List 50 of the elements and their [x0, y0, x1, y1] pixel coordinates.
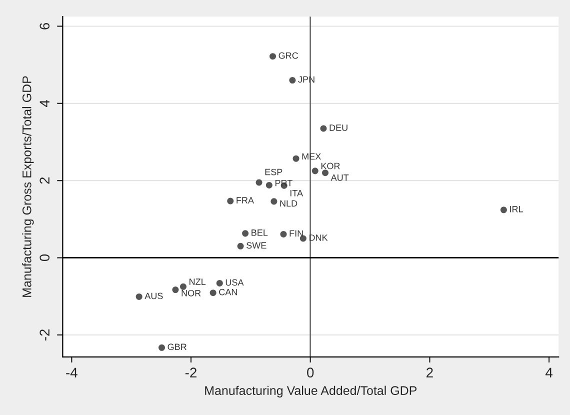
- annotation: NOR: [182, 290, 201, 296]
- x-tick-label: 0: [307, 368, 314, 378]
- annotation: CAN: [219, 288, 237, 296]
- point: [292, 155, 300, 162]
- point: [237, 242, 244, 250]
- annotation: FIN: [290, 230, 303, 237]
- y-tick-label: 2: [40, 177, 50, 184]
- annotation: NZL: [190, 278, 206, 285]
- x-tick-label: 4: [546, 368, 553, 378]
- annotation: AUS: [144, 292, 163, 300]
- y-axis-title: Manufacturing Gross Exports/Total GDP: [22, 76, 34, 297]
- point: [256, 179, 262, 186]
- point: [270, 198, 278, 205]
- point: [289, 77, 296, 84]
- y-tick-label: -2: [40, 329, 50, 340]
- point: [266, 182, 272, 188]
- annotation: BEL: [252, 230, 268, 236]
- point: [320, 125, 327, 132]
- point: [280, 230, 287, 238]
- point: [210, 290, 216, 296]
- annotation: FRA: [236, 197, 254, 204]
- y-tick-label: 4: [40, 100, 50, 107]
- annotation: DEU: [330, 124, 348, 131]
- point: [500, 206, 507, 214]
- x-tick-label: -4: [66, 368, 78, 378]
- point: [136, 293, 142, 300]
- point: [172, 286, 179, 294]
- point: [158, 344, 166, 351]
- annotation: NLD: [280, 200, 298, 207]
- annotation: SWE: [246, 242, 266, 249]
- annotation: IRL: [510, 206, 524, 212]
- annotation: ESP: [265, 168, 282, 176]
- point: [180, 283, 186, 290]
- point: [270, 53, 276, 60]
- point: [312, 168, 318, 174]
- x-axis-title: Manufacturing Value Added/Total GDP: [205, 386, 417, 398]
- point: [322, 170, 329, 176]
- y-tick-label: 6: [40, 22, 50, 30]
- annotation: USA: [226, 279, 244, 286]
- annotation: KOR: [321, 162, 340, 170]
- point: [216, 280, 223, 286]
- annotation: GBR: [168, 344, 186, 350]
- point: [242, 230, 249, 237]
- x-tick-label: -2: [185, 368, 196, 378]
- annotation: GRC: [278, 52, 298, 59]
- x-tick-label: 2: [426, 368, 433, 378]
- y-tick-label: 0: [40, 254, 50, 262]
- point: [227, 198, 234, 204]
- annotation: AUT: [330, 174, 349, 181]
- annotation: ITA: [290, 190, 304, 196]
